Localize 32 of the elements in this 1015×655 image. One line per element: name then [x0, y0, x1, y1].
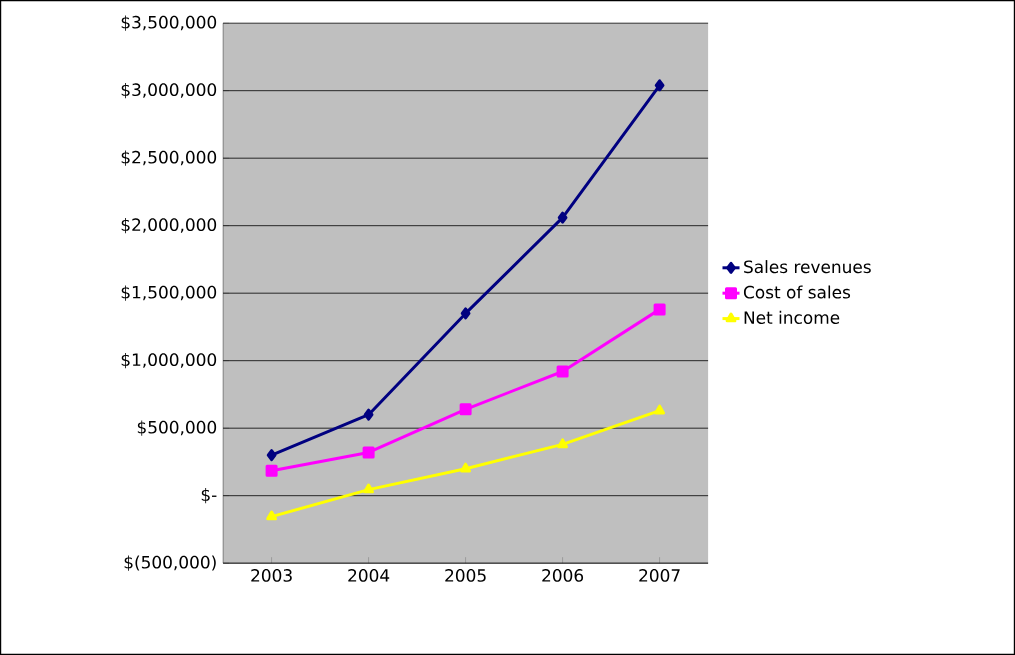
- point: [653, 303, 666, 316]
- point: [557, 438, 568, 449]
- point: [363, 408, 374, 421]
- y-tick-label: $500,000: [137, 420, 217, 436]
- y-tick-label: $1,500,000: [121, 285, 217, 301]
- y-tick-label: $2,000,000: [121, 218, 217, 234]
- y-tick-label: $1,000,000: [121, 353, 217, 369]
- point: [654, 404, 665, 415]
- y-tick-label: $-: [201, 488, 217, 504]
- point: [265, 464, 278, 477]
- point: [362, 446, 375, 459]
- y-tick-label: $3,000,000: [121, 83, 217, 99]
- point: [266, 449, 277, 462]
- y-tick-label: $(500,000): [124, 555, 216, 571]
- point: [363, 483, 375, 494]
- legend-label: Net income: [744, 310, 840, 324]
- point: [460, 462, 472, 473]
- x-tick-label: 2005: [445, 569, 486, 582]
- point: [556, 365, 569, 378]
- x-tick-label: 2004: [348, 569, 390, 582]
- y-tick-label: $3,500,000: [121, 15, 217, 31]
- legend-label: Cost of sales: [743, 285, 851, 299]
- x-tick-label: 2006: [542, 569, 584, 582]
- y-tick-label: $2,500,000: [121, 150, 217, 166]
- x-tick-label: 2003: [251, 569, 292, 582]
- legend-label: Sales revenues: [744, 260, 871, 274]
- point: [654, 79, 665, 92]
- x-tick-label: 2007: [639, 569, 680, 582]
- point: [460, 307, 471, 320]
- point: [266, 510, 277, 521]
- point: [459, 403, 472, 416]
- point: [557, 211, 568, 224]
